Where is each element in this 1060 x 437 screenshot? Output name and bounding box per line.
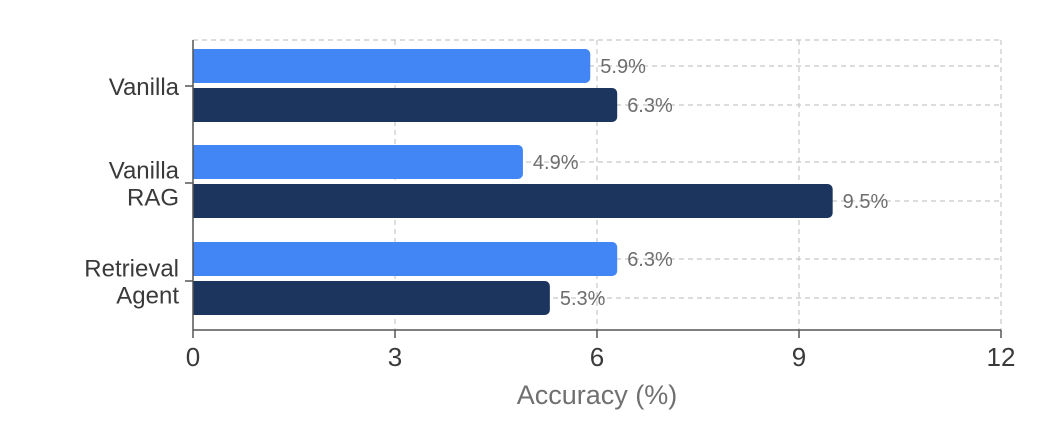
bar-value-label: 5.9% [600,56,646,78]
axes-layer [185,40,1002,338]
bar-value-label: 9.5% [843,191,889,213]
bar [193,242,618,276]
category-label: Vanilla [109,74,180,101]
bar [193,49,591,83]
bar-value-label: 6.3% [627,95,673,117]
category-label: Agent [116,283,179,310]
x-axis-title: Accuracy (%) [517,380,678,410]
x-tick-label: 3 [388,342,402,372]
x-tick-label: 9 [792,342,806,372]
bar-left-edge [193,145,201,179]
bar-value-label: 6.3% [627,249,673,271]
labels-layer: 5.9% 6.3% 4.9% 9.5% 6.3% 5.3% 0 3 6 9 12 Vanilla Van… [84,56,1015,410]
category-label: Vanilla [109,158,180,185]
bar-value-label: 4.9% [533,152,579,174]
bar [193,281,550,315]
bar-left-edge [193,281,201,315]
bar [193,88,618,122]
bar-left-edge [193,242,201,276]
x-tick-label: 0 [186,342,200,372]
bar [193,145,523,179]
category-label: Retrieval [84,256,179,283]
category-label: RAG [127,185,179,212]
bar-left-edge [193,184,201,218]
bars-layer [193,49,833,315]
x-tick-label: 12 [987,342,1016,372]
bar-value-label: 5.3% [560,288,606,310]
x-tick-label: 6 [590,342,604,372]
bar [193,184,833,218]
bar-left-edge [193,49,201,83]
bar-left-edge [193,88,201,122]
